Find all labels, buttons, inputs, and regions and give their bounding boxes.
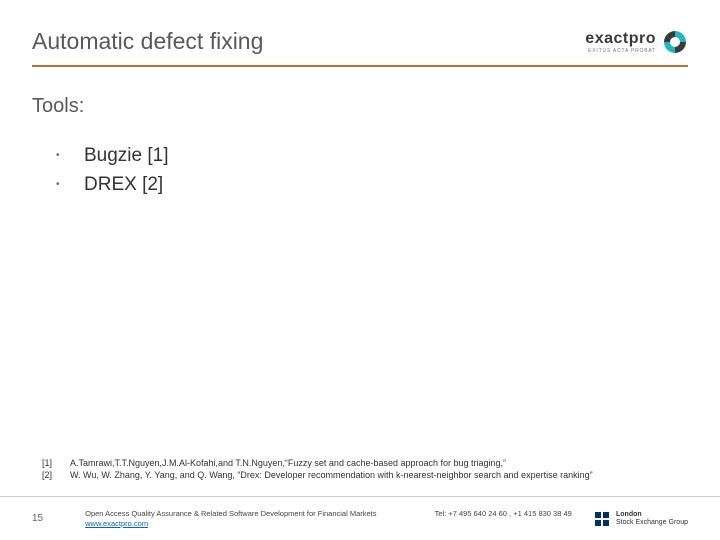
logo-name: exactpro <box>585 30 656 48</box>
bullet-list: Bugzie [1] DREX [2] <box>32 142 688 199</box>
slide: Automatic defect fixing exactpro EXITUS … <box>0 0 720 540</box>
list-item: Bugzie [1] <box>56 142 688 171</box>
ref-num: [1] <box>42 457 60 470</box>
lse-icon <box>593 510 611 528</box>
footer-line1: Open Access Quality Assurance & Related … <box>85 509 376 518</box>
page-number: 15 <box>32 513 43 524</box>
reference-row: [1] A.Tamrawi,T.T.Nguyen,J.M.Al-Kofahi,a… <box>42 457 593 470</box>
slide-title: Automatic defect fixing <box>32 28 263 55</box>
footer-text: Open Access Quality Assurance & Related … <box>85 509 572 529</box>
lse-logo: London Stock Exchange Group <box>593 510 688 528</box>
list-item: DREX [2] <box>56 171 688 200</box>
footer-tel: Tel: +7 495 640 24 60 , +1 415 830 38 49 <box>435 509 572 518</box>
header: Automatic defect fixing exactpro EXITUS … <box>32 28 688 55</box>
references: [1] A.Tamrawi,T.T.Nguyen,J.M.Al-Kofahi,a… <box>42 457 593 482</box>
footer-link: www.exactpro.com <box>85 519 148 528</box>
section-label: Tools: <box>32 95 688 118</box>
lse-line1: London <box>616 511 688 519</box>
logo-tagline: EXITUS ACTA PROBAT <box>585 48 656 54</box>
exactpro-logo: exactpro EXITUS ACTA PROBAT <box>585 29 688 55</box>
lse-line2: Stock Exchange Group <box>616 519 688 527</box>
exactpro-icon <box>662 29 688 55</box>
ref-text: A.Tamrawi,T.T.Nguyen,J.M.Al-Kofahi,and T… <box>70 457 506 470</box>
ref-text: W. Wu, W. Zhang, Y. Yang, and Q. Wang, “… <box>70 469 593 482</box>
logo-text: exactpro EXITUS ACTA PROBAT <box>585 30 656 54</box>
lse-text: London Stock Exchange Group <box>616 511 688 526</box>
footer: 15 Open Access Quality Assurance & Relat… <box>0 496 720 540</box>
reference-row: [2] W. Wu, W. Zhang, Y. Yang, and Q. Wan… <box>42 469 593 482</box>
ref-num: [2] <box>42 469 60 482</box>
header-rule <box>32 65 688 67</box>
